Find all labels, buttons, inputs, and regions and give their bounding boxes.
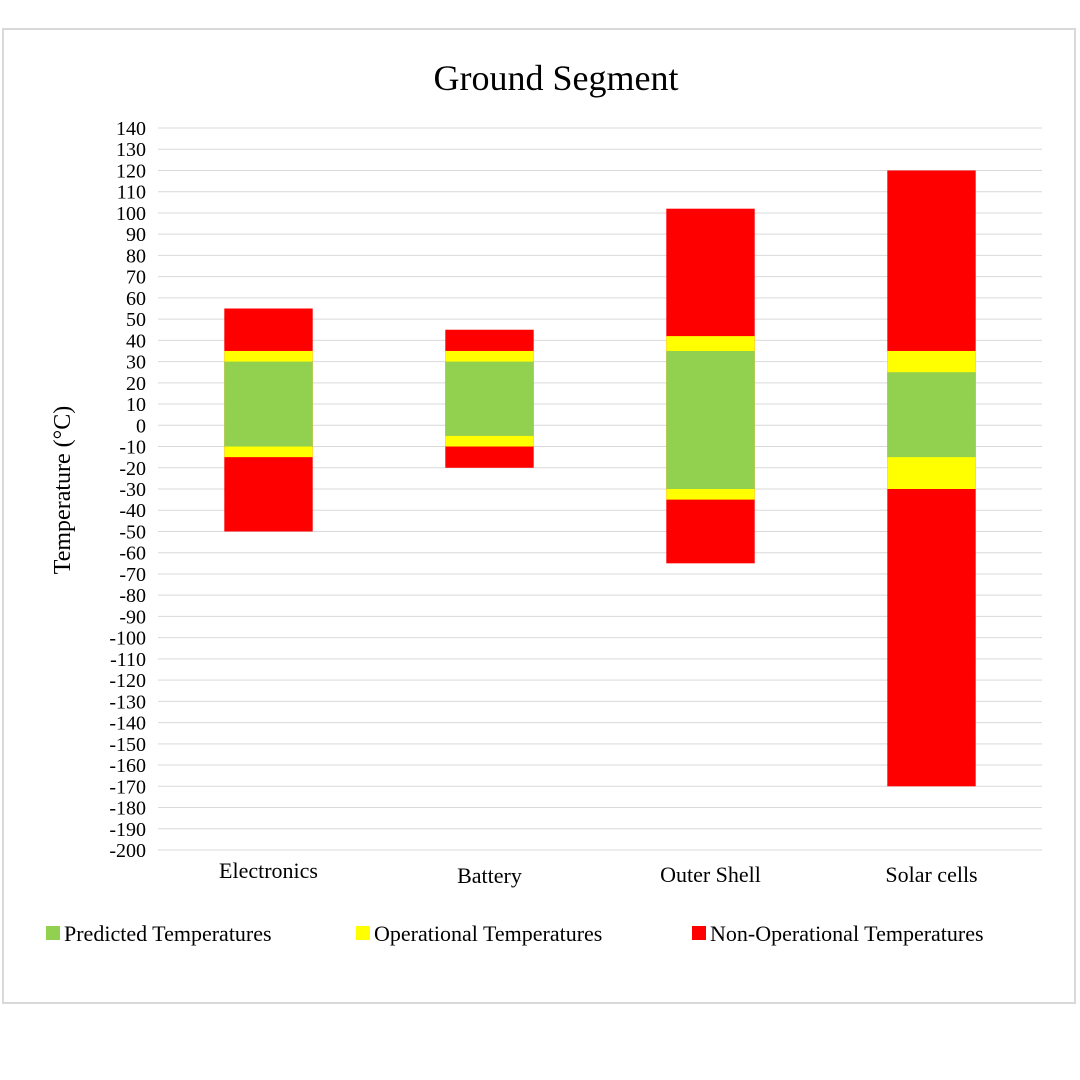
- legend: Predicted Temperatures Operational Temper…: [46, 921, 984, 946]
- y-tick-label: -90: [119, 606, 146, 628]
- y-tick-label: -20: [119, 458, 146, 480]
- x-category-label: Solar cells: [885, 862, 977, 887]
- y-tick-label: 20: [126, 373, 146, 395]
- y-tick-label: 60: [126, 288, 146, 310]
- y-tick-label: -70: [119, 564, 146, 586]
- legend-swatch: [692, 926, 706, 940]
- legend-item: Non-Operational Temperatures: [692, 921, 984, 946]
- x-category-label: Outer Shell: [660, 862, 761, 887]
- y-tick-label: -10: [119, 437, 146, 459]
- y-tick-label: -150: [109, 734, 146, 756]
- x-category-label: Electronics: [219, 858, 318, 883]
- y-tick-label: -180: [109, 798, 146, 820]
- x-category-label: Battery: [457, 863, 522, 888]
- bars: [224, 170, 976, 787]
- y-tick-label: 100: [116, 203, 146, 225]
- y-tick-label: -200: [109, 840, 146, 862]
- y-tick-label: 110: [117, 182, 146, 204]
- y-tick-label: -120: [109, 670, 146, 692]
- y-tick-label: -60: [119, 543, 146, 565]
- y-tick-label: -100: [109, 628, 146, 650]
- bar-segment: [224, 361, 313, 447]
- bar-segment: [666, 350, 755, 489]
- bar-segment: [887, 372, 976, 458]
- y-tick-label: 50: [126, 309, 146, 331]
- y-tick-label: 0: [136, 415, 146, 437]
- chart-title: Ground Segment: [434, 58, 679, 98]
- y-tick-label: -50: [119, 521, 146, 543]
- legend-item: Operational Temperatures: [356, 921, 602, 946]
- x-axis-categories: Electronics Battery Outer Shell Solar cells: [219, 858, 978, 888]
- y-tick-label: -80: [119, 585, 146, 607]
- y-tick-label: -170: [109, 776, 146, 798]
- bar-segment: [445, 361, 534, 436]
- y-axis-label: Temperature (°C): [50, 406, 76, 575]
- y-tick-label: 70: [126, 267, 146, 289]
- y-tick-label: -40: [119, 500, 146, 522]
- legend-swatch: [46, 926, 60, 940]
- legend-label: Predicted Temperatures: [64, 921, 272, 946]
- y-tick-label: 130: [116, 139, 146, 161]
- y-tick-label: 10: [126, 394, 146, 416]
- y-tick-label: -140: [109, 713, 146, 735]
- y-tick-label: 140: [116, 118, 146, 140]
- y-tick-label: -160: [109, 755, 146, 777]
- legend-label: Non-Operational Temperatures: [710, 921, 984, 946]
- legend-label: Operational Temperatures: [374, 921, 602, 946]
- y-tick-label: -110: [110, 649, 146, 671]
- y-axis-ticks: -200-190-180-170-160-150-140-130-120-110…: [109, 118, 146, 862]
- y-tick-label: 40: [126, 330, 146, 352]
- legend-swatch: [356, 926, 370, 940]
- y-tick-label: 90: [126, 224, 146, 246]
- y-tick-label: -30: [119, 479, 146, 501]
- y-tick-label: 120: [116, 160, 146, 182]
- y-tick-label: 30: [126, 352, 146, 374]
- y-tick-label: -190: [109, 819, 146, 841]
- legend-item: Predicted Temperatures: [46, 921, 272, 946]
- y-tick-label: 80: [126, 245, 146, 267]
- y-tick-label: -130: [109, 691, 146, 713]
